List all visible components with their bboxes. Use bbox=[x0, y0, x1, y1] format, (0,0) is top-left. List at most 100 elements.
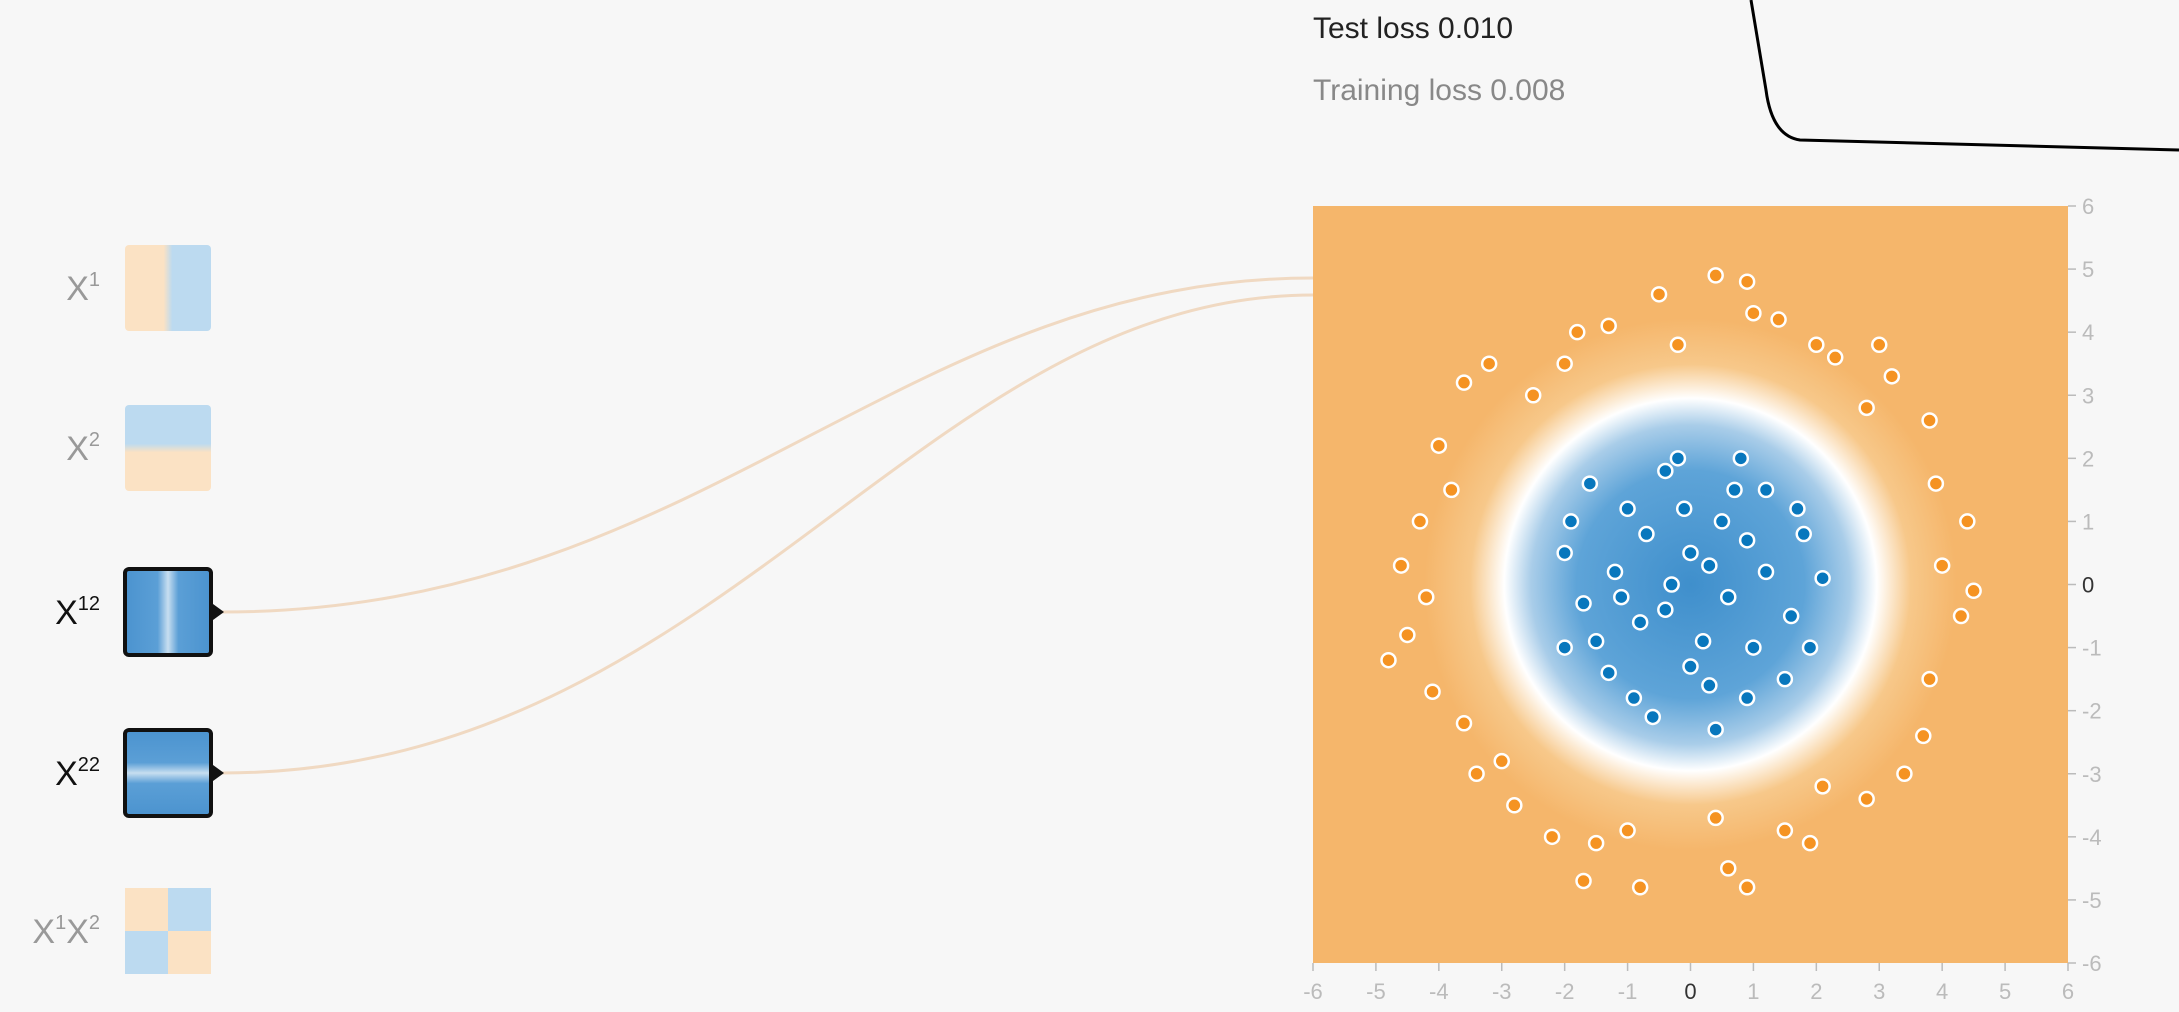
label-base: X bbox=[32, 913, 55, 951]
orange-point bbox=[1524, 387, 1542, 404]
x-tick-label: 0 bbox=[1684, 979, 1696, 1004]
orange-point bbox=[1399, 626, 1416, 644]
orange-point bbox=[1921, 670, 1938, 688]
test-loss: Test loss 0.010 bbox=[1313, 12, 1513, 45]
feature-box[interactable] bbox=[123, 728, 213, 818]
feature-box[interactable] bbox=[125, 245, 211, 331]
output-arrow bbox=[213, 765, 224, 781]
blue-point bbox=[1701, 557, 1718, 574]
orange-point bbox=[1776, 822, 1794, 839]
orange-point bbox=[1650, 286, 1668, 303]
orange-point bbox=[1858, 399, 1875, 417]
blue-point bbox=[1657, 462, 1674, 480]
orange-point bbox=[1915, 727, 1932, 745]
y-tick-label: -3 bbox=[2082, 762, 2102, 787]
orange-point bbox=[1575, 872, 1592, 890]
feature-box[interactable] bbox=[125, 405, 211, 491]
orange-point bbox=[1814, 778, 1831, 795]
y-tick-label: 1 bbox=[2082, 509, 2094, 534]
label-base: X bbox=[66, 913, 89, 951]
feature-label: X22 bbox=[55, 754, 100, 793]
orange-point bbox=[1480, 355, 1498, 372]
blue-point bbox=[1713, 513, 1731, 530]
blue-point bbox=[1757, 481, 1775, 499]
x-tick-label: 3 bbox=[1873, 979, 1885, 1004]
x-tick-label: -5 bbox=[1366, 979, 1386, 1004]
blue-point bbox=[1587, 633, 1605, 650]
orange-point bbox=[1965, 582, 1982, 600]
label-sup: 1 bbox=[55, 912, 66, 934]
blue-point bbox=[1606, 563, 1624, 581]
label-sup: 22 bbox=[78, 754, 100, 776]
feature-label: X1 bbox=[66, 269, 100, 308]
label-base: X bbox=[55, 755, 78, 793]
orange-point bbox=[1858, 790, 1875, 808]
label-base: X bbox=[66, 430, 89, 468]
blue-point bbox=[1782, 607, 1800, 625]
blue-point bbox=[1675, 500, 1693, 518]
blue-point bbox=[1720, 588, 1737, 606]
heatmap-region bbox=[1313, 206, 2068, 963]
blue-point bbox=[1789, 500, 1806, 518]
orange-point bbox=[1587, 834, 1605, 852]
orange-point bbox=[1952, 607, 1970, 625]
orange-point bbox=[1707, 267, 1724, 284]
orange-point bbox=[1933, 557, 1951, 574]
blue-point bbox=[1556, 639, 1573, 656]
blue-point bbox=[1726, 481, 1743, 499]
blue-point bbox=[1738, 689, 1756, 707]
orange-point bbox=[1959, 513, 1976, 530]
blue-point bbox=[1562, 513, 1580, 530]
orange-point bbox=[1738, 879, 1756, 896]
y-tick-label: -6 bbox=[2082, 951, 2102, 976]
orange-point bbox=[1619, 822, 1636, 839]
blue-point bbox=[1613, 588, 1630, 606]
link bbox=[221, 276, 1314, 614]
orange-point bbox=[1801, 834, 1819, 852]
blue-point bbox=[1682, 544, 1699, 562]
blue-point bbox=[1707, 721, 1724, 738]
y-tick-label: 2 bbox=[2082, 446, 2094, 471]
y-tick-label: 6 bbox=[2082, 194, 2094, 219]
blue-point bbox=[1625, 689, 1643, 707]
blue-point bbox=[1556, 544, 1573, 562]
orange-point bbox=[1430, 437, 1448, 454]
blue-point bbox=[1619, 500, 1636, 518]
orange-point bbox=[1468, 765, 1485, 782]
orange-point bbox=[1707, 809, 1724, 827]
blue-point bbox=[1732, 450, 1750, 467]
orange-point bbox=[1745, 304, 1762, 322]
y-tick-label: 5 bbox=[2082, 257, 2094, 282]
orange-point bbox=[1921, 412, 1938, 429]
blue-point bbox=[1663, 576, 1680, 593]
blue-point bbox=[1795, 525, 1812, 543]
orange-point bbox=[1424, 683, 1441, 700]
feature-box[interactable] bbox=[123, 567, 213, 657]
blue-point bbox=[1801, 639, 1819, 656]
orange-point bbox=[1556, 355, 1573, 372]
orange-point bbox=[1411, 513, 1429, 530]
x-tick-label: 1 bbox=[1747, 979, 1759, 1004]
blue-point bbox=[1638, 525, 1655, 543]
orange-point bbox=[1600, 317, 1617, 335]
orange-point bbox=[1720, 860, 1737, 877]
x-tick-label: 2 bbox=[1810, 979, 1822, 1004]
orange-point bbox=[1883, 368, 1901, 385]
orange-point bbox=[1770, 311, 1787, 328]
label-base: X bbox=[55, 594, 78, 632]
label-sup: 12 bbox=[78, 593, 100, 615]
orange-point bbox=[1826, 349, 1844, 366]
orange-point bbox=[1669, 336, 1687, 354]
blue-point bbox=[1631, 614, 1649, 631]
y-tick-label: -2 bbox=[2082, 699, 2102, 724]
feature-box[interactable] bbox=[125, 888, 211, 974]
output-arrow bbox=[213, 604, 224, 620]
orange-point bbox=[1380, 651, 1397, 669]
orange-point bbox=[1543, 828, 1561, 846]
blue-point bbox=[1657, 601, 1674, 618]
feature-label: X1X2 bbox=[32, 912, 100, 951]
label-sup: 1 bbox=[89, 269, 100, 291]
y-tick-label: -1 bbox=[2082, 636, 2102, 661]
label-sup: 2 bbox=[89, 912, 100, 934]
orange-point bbox=[1871, 336, 1888, 354]
